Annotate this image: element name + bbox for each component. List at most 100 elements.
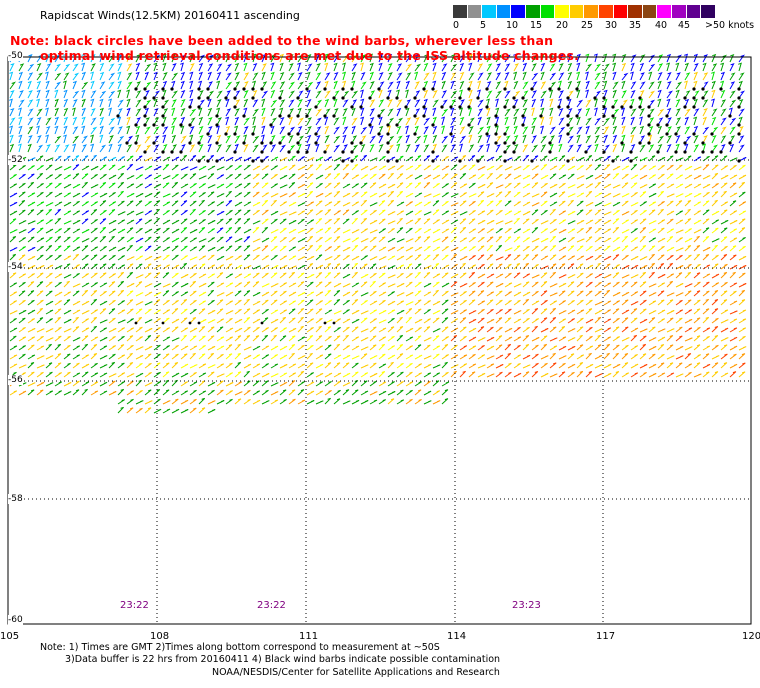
- wind-barb: [9, 201, 18, 207]
- wind-barb: [684, 143, 689, 153]
- wind-barb: [297, 389, 305, 396]
- wind-barb: [108, 290, 116, 297]
- wind-barb: [126, 308, 134, 315]
- wind-barb: [657, 318, 665, 324]
- colorbar-labels: 0 5 10 15 20 25 30 35 40 45 >50 knots: [453, 18, 754, 32]
- wind-barb: [378, 165, 387, 171]
- wind-barb: [585, 363, 594, 369]
- wind-barb: [90, 201, 98, 207]
- wind-barb: [630, 62, 635, 72]
- wind-barb: [261, 272, 269, 279]
- wind-barb: [432, 200, 440, 207]
- wind-barb: [207, 345, 216, 351]
- wind-barb: [234, 264, 243, 270]
- wind-barb: [36, 219, 45, 225]
- wind-barb: [234, 183, 243, 189]
- wind-barb: [279, 174, 288, 180]
- wind-barb: [54, 166, 63, 171]
- wind-barb: [558, 355, 567, 360]
- wind-barb: [738, 80, 743, 90]
- wind-barb: [189, 117, 196, 126]
- wind-barb: [333, 135, 341, 144]
- wind-barb: [423, 144, 430, 153]
- wind-barb: [369, 229, 378, 234]
- wind-barb: [99, 62, 105, 72]
- wind-barb: [441, 200, 449, 207]
- wind-barb: [369, 202, 378, 207]
- wind-barb: [324, 281, 332, 288]
- wind-barb: [54, 155, 62, 162]
- wind-barb: [90, 344, 98, 351]
- wind-barb: [18, 273, 27, 279]
- wind-barb: [666, 310, 675, 315]
- contamination-marker: [125, 141, 129, 145]
- wind-barb: [360, 89, 364, 99]
- wind-barb: [468, 107, 473, 117]
- wind-barb: [261, 144, 268, 153]
- wind-barb: [504, 343, 512, 351]
- contamination-marker: [296, 150, 300, 154]
- contamination-marker: [251, 87, 255, 91]
- wind-barb: [522, 99, 528, 108]
- colorbar-label: 40: [655, 20, 668, 31]
- wind-barb: [324, 108, 331, 117]
- wind-barb: [378, 256, 387, 261]
- wind-barb: [189, 183, 197, 189]
- wind-barb: [450, 300, 459, 306]
- wind-barb: [369, 192, 378, 198]
- wind-barb: [540, 238, 549, 243]
- wind-barb: [81, 173, 89, 180]
- wind-barb: [684, 346, 693, 351]
- wind-barb: [225, 398, 233, 405]
- wind-barb: [477, 236, 485, 243]
- wind-barb: [99, 263, 107, 270]
- wind-barb: [216, 125, 220, 135]
- wind-barb: [738, 144, 745, 153]
- wind-barb: [117, 289, 125, 297]
- wind-barb: [576, 317, 584, 324]
- wind-barb: [477, 273, 486, 279]
- wind-barb: [234, 282, 242, 288]
- wind-barb: [702, 298, 710, 306]
- wind-barb: [711, 98, 715, 108]
- wind-barb: [18, 63, 25, 72]
- wind-barb: [585, 219, 594, 225]
- lat-label-52: -52: [8, 155, 23, 165]
- wind-barb: [612, 363, 621, 369]
- contamination-marker: [512, 141, 516, 145]
- wind-barb: [270, 199, 277, 207]
- wind-barb: [324, 326, 332, 333]
- wind-barb: [639, 98, 644, 108]
- contamination-marker: [620, 141, 624, 145]
- wind-barb: [549, 292, 558, 297]
- wind-barb: [531, 193, 540, 198]
- wind-barb: [72, 200, 80, 207]
- wind-barb: [62, 80, 67, 90]
- wind-barb: [216, 282, 225, 288]
- wind-barb: [90, 71, 95, 81]
- wind-barb: [135, 336, 143, 342]
- wind-barb: [477, 72, 484, 81]
- wind-barb: [612, 81, 619, 90]
- wind-barb: [720, 174, 729, 180]
- wind-barb: [243, 191, 251, 198]
- wind-barb: [54, 116, 59, 126]
- wind-barb: [603, 343, 611, 351]
- wind-barb: [153, 183, 162, 189]
- wind-barb: [396, 362, 404, 369]
- wind-barb: [135, 274, 144, 279]
- wind-barb: [243, 245, 251, 252]
- wind-barb: [18, 254, 26, 261]
- wind-barb: [477, 191, 485, 198]
- wind-barb: [234, 381, 243, 387]
- wind-barb: [90, 316, 98, 324]
- wind-barb: [81, 135, 89, 144]
- wind-barb: [45, 125, 51, 135]
- wind-barb: [90, 236, 98, 243]
- wind-barb: [27, 54, 33, 63]
- wind-barb: [261, 98, 266, 108]
- contamination-marker: [395, 123, 399, 127]
- wind-barb: [657, 201, 665, 207]
- contamination-marker: [665, 114, 669, 118]
- wind-barb: [423, 372, 432, 378]
